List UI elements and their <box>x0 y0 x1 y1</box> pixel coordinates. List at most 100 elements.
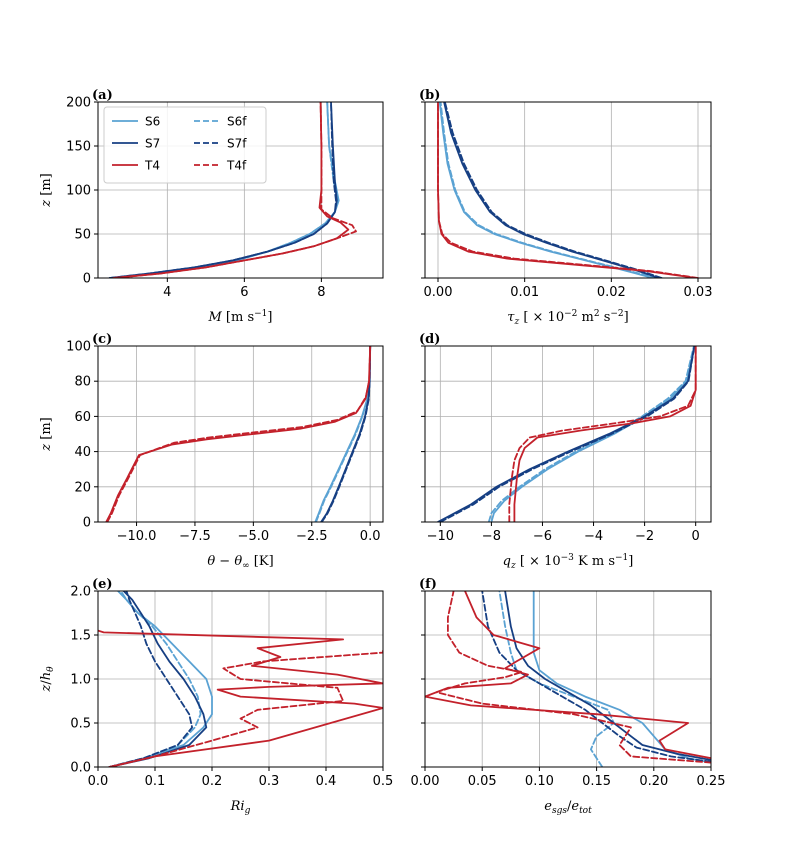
x-tick-label: 0.25 <box>697 774 726 789</box>
x-axis-label: τz [ × 10−2 m2 s−2] <box>507 309 629 327</box>
y-tick-label: 0 <box>83 272 91 287</box>
axes-frame <box>97 345 384 523</box>
panel-d: −10 −8 −6 −4 −2 0 (d) qz [ × 10−3 K m s−1] <box>419 332 712 571</box>
y-tick-label: 1.5 <box>70 629 91 644</box>
panel-b: 0.00 0.01 0.02 0.03 (b) τz [ × 10−2 m2 s−2] <box>419 88 712 327</box>
x-tick-label: 0.15 <box>582 774 611 789</box>
panel-label: (f) <box>419 577 437 592</box>
series-line-S7f <box>443 102 663 278</box>
series-group <box>437 102 699 278</box>
x-tick-label: −2 <box>635 529 654 544</box>
panel-label: (d) <box>419 332 440 347</box>
x-tick-label: 0.3 <box>259 774 280 789</box>
y-tick-label: 100 <box>66 340 91 355</box>
series-line-S7f <box>320 346 372 522</box>
series-line-S7 <box>436 346 696 522</box>
y-tick-label: 60 <box>74 410 91 425</box>
y-axis-label: z [m] <box>39 173 54 207</box>
x-tick-label: −5.0 <box>238 529 270 544</box>
y-tick-label: 50 <box>74 228 91 243</box>
x-tick-label: −6 <box>533 529 552 544</box>
series-line-S6f <box>439 102 658 278</box>
panel-label: (c) <box>92 332 112 347</box>
axes-frame <box>424 345 712 523</box>
series-line-S7f <box>108 102 337 278</box>
y-axis-label: z [m] <box>39 417 54 451</box>
series-line-T4 <box>98 629 383 767</box>
y-tick-label: 100 <box>66 184 91 199</box>
series-line-S6 <box>108 591 213 767</box>
x-tick-label: 8 <box>317 285 325 300</box>
x-tick-label: −10.0 <box>117 529 157 544</box>
y-tick-label: 0.0 <box>70 761 91 776</box>
series-line-S6f <box>498 591 615 767</box>
series-group <box>105 346 372 522</box>
x-tick-label: 0.05 <box>468 774 497 789</box>
series-group <box>425 591 711 767</box>
panel-f: 0.00 0.05 0.10 0.15 0.20 0.25 (f) esgs/etot <box>411 577 726 816</box>
x-tick-label: 0.10 <box>525 774 554 789</box>
series-line-S7 <box>504 591 711 761</box>
x-tick-label: 0.4 <box>316 774 337 789</box>
panel-label: (e) <box>92 577 113 592</box>
x-tick-label: 0.20 <box>639 774 668 789</box>
x-tick-label: 0.00 <box>424 285 453 300</box>
series-line-S7f <box>481 591 711 763</box>
y-tick-label: 200 <box>66 96 91 111</box>
legend-label-S6f: S6f <box>227 115 247 129</box>
x-tick-label: −2.5 <box>296 529 328 544</box>
x-tick-label: 0.0 <box>360 529 381 544</box>
y-axis-label: z/hθ <box>39 666 56 693</box>
x-axis-label: θ − θ∞ [K] <box>207 554 273 571</box>
panel-e: 0.0 0.1 0.2 0.3 0.4 0.5 0.0 0.5 1.0 1.5 2.0 (e) Rig z… <box>39 577 393 816</box>
x-tick-label: 0.03 <box>684 285 713 300</box>
x-tick-label: 0.1 <box>145 774 166 789</box>
y-tick-label: 80 <box>74 375 91 390</box>
series-line-S6f <box>315 346 372 522</box>
x-tick-label: 0.02 <box>597 285 626 300</box>
x-tick-label: 0.2 <box>202 774 223 789</box>
series-group <box>436 346 697 522</box>
series-line-S7 <box>108 591 208 767</box>
x-tick-label: −10 <box>427 529 454 544</box>
x-tick-label: 0 <box>692 529 700 544</box>
series-line-T4f <box>508 346 697 522</box>
y-tick-label: 150 <box>66 140 91 155</box>
series-line-S7f <box>439 346 696 522</box>
series-line-S7f <box>108 591 194 767</box>
legend-label-S6: S6 <box>145 115 160 129</box>
series-line-S6f <box>487 346 695 522</box>
x-tick-label: −8 <box>482 529 501 544</box>
x-tick-label: 0.5 <box>373 774 394 789</box>
y-tick-label: 0.5 <box>70 717 91 732</box>
legend-label-T4f: T4f <box>226 159 247 173</box>
y-tick-label: 1.0 <box>70 673 91 688</box>
panel-a: 4 6 8 0 50 100 150 200 (a) M [m s−1] z [m] <box>39 88 384 325</box>
series-line-T4f <box>106 346 372 522</box>
x-axis-label: esgs/etot <box>544 799 592 816</box>
series-line-T4f <box>108 649 383 767</box>
panel-c: −10.0 −7.5 −5.0 −2.5 0.0 0 20 40 60 80 100 (c) θ − θ… <box>39 332 384 571</box>
series-line-S6 <box>490 346 696 522</box>
x-tick-label: 0.0 <box>88 774 109 789</box>
legend-box <box>103 106 267 184</box>
panel-label: (b) <box>419 88 440 103</box>
x-tick-label: −7.5 <box>179 529 211 544</box>
series-line-S6 <box>314 346 372 522</box>
x-axis-label: Rig <box>230 799 251 816</box>
x-tick-label: −4 <box>584 529 603 544</box>
x-tick-label: 0.00 <box>411 774 440 789</box>
series-group <box>108 102 357 278</box>
x-tick-label: 6 <box>240 285 248 300</box>
legend: S6 S6f S7 S7f T4 T4f <box>103 106 267 184</box>
x-tick-label: 4 <box>163 285 171 300</box>
series-line-T4 <box>425 591 711 760</box>
x-axis-label: M [m s−1] <box>207 309 272 325</box>
y-tick-label: 20 <box>74 480 91 495</box>
series-line-T4 <box>513 346 697 522</box>
series-line-S7 <box>320 346 372 522</box>
x-axis-label: qz [ × 10−3 K m s−1] <box>503 553 634 571</box>
series-group <box>98 591 383 767</box>
panel-label: (a) <box>92 88 113 103</box>
